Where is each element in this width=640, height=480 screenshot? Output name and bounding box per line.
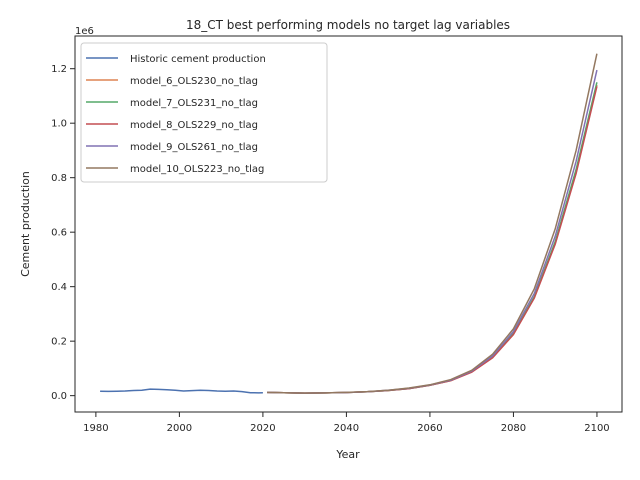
series-line-5 <box>267 53 598 394</box>
y-tick-label: 0.4 <box>51 282 67 293</box>
plot-area <box>100 53 598 394</box>
x-tick-label: 2020 <box>250 423 275 434</box>
y-offset-text: 1e6 <box>75 26 94 37</box>
legend: Historic cement production model_6_OLS230… <box>80 42 328 183</box>
legend-label: Historic cement production <box>130 54 266 65</box>
x-tick-label: 2060 <box>417 423 442 434</box>
y-tick-label: 1.2 <box>51 64 67 75</box>
legend-label: model_9_OLS261_no_tlag <box>130 142 258 153</box>
legend-label: model_8_OLS229_no_tlag <box>130 120 258 131</box>
x-tick-label: 2100 <box>584 423 609 434</box>
x-axis: 1980 2000 2020 2040 2060 2080 2100 <box>83 412 610 434</box>
axes-frame <box>74 35 623 413</box>
x-tick-label: 2080 <box>501 423 526 434</box>
x-tick-label: 2040 <box>334 423 359 434</box>
x-axis-label: Year <box>335 448 360 461</box>
chart-title: 18_CT best performing models no target l… <box>186 18 510 32</box>
y-axis: 0.0 0.2 0.4 0.6 0.8 1.0 1.2 <box>51 64 75 402</box>
y-tick-label: 0.2 <box>51 337 67 348</box>
y-tick-label: 0.0 <box>51 391 67 402</box>
y-axis-label: Cement production <box>19 171 32 277</box>
x-tick-label: 1980 <box>83 423 108 434</box>
legend-label: model_6_OLS230_no_tlag <box>130 76 258 87</box>
legend-label: model_7_OLS231_no_tlag <box>130 98 258 109</box>
y-tick-label: 0.8 <box>51 173 67 184</box>
y-tick-label: 1.0 <box>51 119 67 130</box>
legend-label: model_10_OLS223_no_tlag <box>130 164 264 175</box>
y-tick-label: 0.6 <box>51 228 67 239</box>
x-tick-label: 2000 <box>167 423 192 434</box>
series-line-0 <box>100 388 263 394</box>
legend-box <box>80 42 328 183</box>
